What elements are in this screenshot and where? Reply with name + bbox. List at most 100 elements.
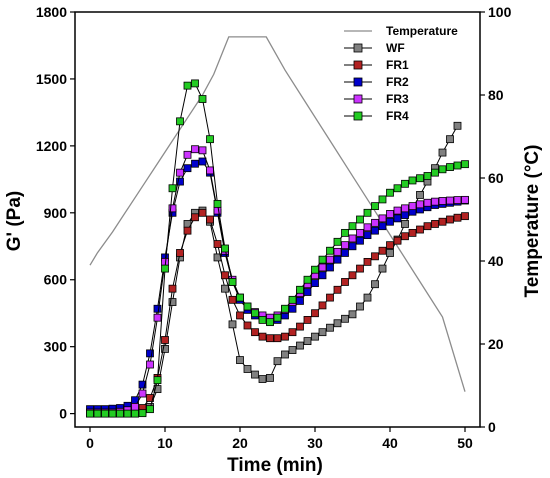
- point-fr3: [326, 255, 334, 264]
- point-fr1: [341, 278, 349, 286]
- y2-tick-label: 40: [488, 253, 504, 269]
- point-wf: [363, 293, 372, 302]
- series-line-fr3: [90, 148, 466, 413]
- point-fr1: [258, 332, 267, 341]
- point-fr3: [348, 234, 357, 243]
- point-fr4: [408, 176, 417, 185]
- y-axis-title: G' (Pa): [4, 191, 25, 251]
- legend-marker-fr2: [353, 77, 363, 87]
- legend-label-fr3: FR3: [386, 92, 409, 106]
- point-wf: [438, 148, 447, 157]
- point-fr1: [176, 249, 184, 257]
- point-wf: [318, 328, 327, 337]
- y2-tick-label: 60: [488, 170, 504, 186]
- point-fr4: [288, 295, 297, 304]
- point-wf: [296, 341, 304, 350]
- point-fr1: [221, 271, 229, 280]
- point-fr4: [326, 246, 334, 255]
- x-tick-label: 0: [86, 435, 94, 451]
- point-fr3: [423, 198, 432, 207]
- y-tick-label: 1200: [36, 138, 67, 154]
- point-fr2: [153, 304, 162, 313]
- point-fr4: [236, 293, 244, 302]
- y-tick-label: 1500: [36, 71, 67, 87]
- point-fr3: [176, 168, 184, 177]
- point-fr1: [168, 284, 177, 293]
- point-fr1: [266, 334, 274, 343]
- point-fr4: [161, 264, 169, 273]
- point-wf: [251, 370, 259, 379]
- legend: Temperature WF FR1 FR2 FR3 FR4: [344, 24, 458, 123]
- legend-label-wf: WF: [386, 41, 405, 55]
- x-axis-title: Time (min): [227, 455, 323, 476]
- point-wf: [236, 356, 244, 364]
- y-tick-label: 1800: [36, 4, 67, 20]
- point-fr4: [453, 161, 462, 170]
- point-wf: [303, 337, 312, 345]
- point-fr1: [273, 334, 282, 343]
- point-wf: [356, 302, 364, 311]
- point-fr1: [378, 246, 387, 255]
- point-fr4: [258, 316, 267, 324]
- point-wf: [348, 310, 357, 319]
- point-fr4: [93, 409, 102, 418]
- point-wf: [341, 314, 349, 323]
- point-fr1: [228, 295, 237, 304]
- point-fr1: [356, 264, 364, 273]
- point-wf: [243, 365, 252, 373]
- point-fr4: [221, 244, 229, 253]
- y2-axis-title: Temperature (°C): [522, 145, 543, 298]
- point-fr1: [296, 322, 304, 331]
- point-fr1: [251, 328, 259, 337]
- point-fr4: [176, 117, 184, 126]
- point-fr2: [183, 164, 192, 173]
- point-fr3: [131, 403, 139, 411]
- point-fr3: [453, 196, 462, 204]
- point-wf: [333, 319, 342, 328]
- point-fr1: [333, 285, 342, 294]
- point-fr1: [393, 236, 402, 245]
- point-fr4: [431, 168, 439, 177]
- point-fr2: [146, 349, 154, 358]
- point-fr3: [198, 146, 207, 155]
- legend-label-temperature: Temperature: [386, 24, 458, 38]
- point-fr4: [123, 409, 132, 418]
- point-fr4: [438, 165, 447, 174]
- point-fr3: [341, 241, 349, 250]
- point-fr1: [146, 394, 154, 402]
- point-fr4: [116, 409, 124, 418]
- point-fr3: [446, 196, 454, 205]
- point-fr1: [453, 213, 462, 222]
- point-fr3: [206, 166, 214, 175]
- point-fr1: [191, 213, 199, 222]
- point-fr1: [236, 311, 244, 320]
- point-fr3: [378, 214, 387, 223]
- point-fr1: [408, 228, 417, 237]
- point-fr4: [153, 376, 162, 385]
- point-fr2: [378, 222, 387, 231]
- point-wf: [386, 249, 394, 257]
- point-fr4: [191, 79, 199, 88]
- point-fr4: [303, 275, 312, 284]
- point-wf: [168, 298, 177, 306]
- point-fr3: [371, 218, 379, 227]
- y2-tick-label: 20: [488, 336, 504, 352]
- point-fr4: [251, 309, 259, 318]
- point-fr3: [401, 204, 409, 213]
- point-wf: [281, 350, 289, 359]
- point-wf: [153, 385, 162, 393]
- point-wf: [453, 121, 462, 130]
- point-wf: [161, 345, 169, 353]
- series-fr3: [86, 145, 469, 417]
- point-fr4: [318, 255, 327, 264]
- point-fr3: [153, 313, 162, 322]
- point-fr2: [138, 380, 147, 389]
- legend-marker-wf: [353, 43, 363, 53]
- point-fr2: [303, 288, 312, 296]
- point-fr4: [416, 174, 424, 183]
- point-fr4: [206, 135, 214, 144]
- y2-tick-label: 100: [488, 4, 512, 20]
- point-fr2: [363, 231, 372, 240]
- point-fr4: [281, 304, 289, 313]
